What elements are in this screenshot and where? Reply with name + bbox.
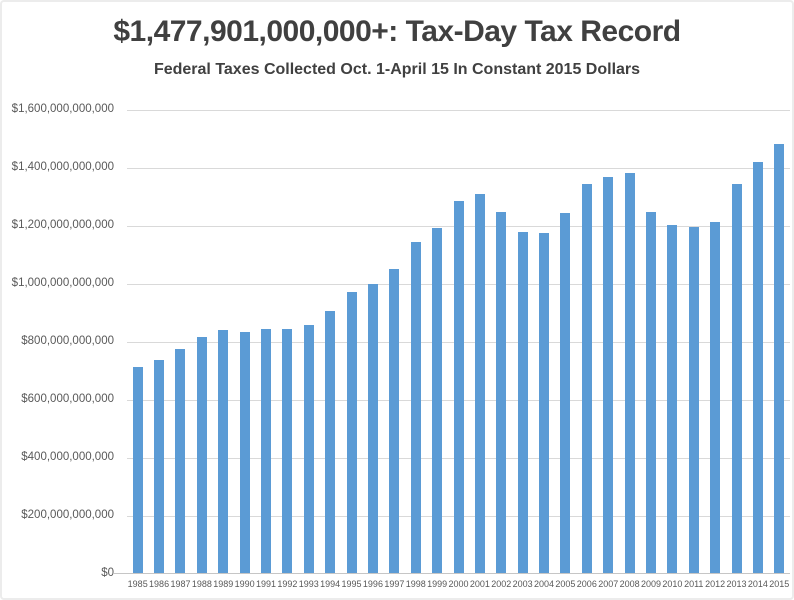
bar-1987 (175, 349, 186, 573)
bar-2003 (517, 232, 528, 573)
bar-1997 (389, 269, 400, 573)
bar-2002 (496, 212, 507, 573)
y-tick-label: $800,000,000,000 (21, 335, 114, 347)
bar-2015 (774, 144, 785, 573)
x-tick-label: 1992 (277, 579, 298, 589)
x-axis-line (114, 573, 790, 574)
bar-2014 (752, 162, 763, 573)
bar-1999 (432, 228, 443, 573)
bar-2009 (645, 212, 656, 573)
bar-2010 (667, 225, 678, 573)
x-tick-label: 2015 (769, 579, 790, 589)
x-tick-label: 1993 (298, 579, 319, 589)
x-tick-label: 2003 (512, 579, 533, 589)
y-tick-label: $400,000,000,000 (21, 451, 114, 463)
bar-1995 (346, 292, 357, 573)
x-tick-label: 1998 (405, 579, 426, 589)
bar-2001 (474, 194, 485, 573)
bar-1998 (410, 242, 421, 573)
bar-2004 (539, 233, 550, 573)
x-tick-label: 1995 (341, 579, 362, 589)
bar-1991 (261, 329, 272, 573)
y-tick-label: $1,200,000,000,000 (11, 219, 114, 231)
x-tick-label: 2009 (640, 579, 661, 589)
x-tick-label: 2002 (491, 579, 512, 589)
bar-2000 (453, 201, 464, 573)
bar-1988 (196, 337, 207, 573)
plot-area (114, 109, 790, 574)
x-tick-label: 2008 (619, 579, 640, 589)
gridline (127, 167, 790, 169)
x-tick-label: 2011 (684, 579, 704, 589)
x-tick-label: 1991 (255, 579, 277, 589)
bar-1989 (218, 330, 229, 573)
bar-2013 (731, 184, 742, 573)
x-tick-label: 2013 (726, 579, 747, 589)
bar-2005 (560, 213, 571, 573)
chart-title: $1,477,901,000,000+: Tax-Day Tax Record (113, 15, 681, 48)
x-tick-label: 2007 (598, 579, 619, 589)
bar-1990 (239, 332, 250, 573)
x-tick-label: 2010 (662, 579, 683, 589)
bar-2011 (688, 227, 699, 573)
y-tick-label: $1,400,000,000,000 (11, 161, 114, 173)
y-tick-label: $200,000,000,000 (21, 509, 114, 521)
bar-1985 (132, 367, 143, 573)
x-axis: 1985 1986 1987 1988 1989 1990 1991 1992 1993 1994… (127, 579, 790, 593)
x-tick-label: 1990 (234, 579, 255, 589)
y-tick-label: $1,000,000,000,000 (11, 277, 114, 289)
x-tick-label: 2004 (534, 579, 555, 589)
bar-2008 (624, 173, 635, 573)
bar-2007 (603, 177, 614, 573)
y-tick-label: $1,600,000,000,000 (11, 103, 114, 115)
x-tick-label: 1989 (213, 579, 234, 589)
bar-2012 (710, 222, 721, 573)
bar-1986 (154, 360, 165, 573)
x-tick-label: 1994 (320, 579, 341, 589)
x-tick-label: 2005 (555, 579, 576, 589)
chart-subtitle: Federal Taxes Collected Oct. 1-April 15 … (153, 61, 641, 78)
bar-1994 (325, 311, 336, 573)
x-tick-label: 1988 (191, 579, 212, 589)
x-tick-label: 1987 (170, 579, 191, 589)
x-tick-label: 1999 (427, 579, 448, 589)
bar-1993 (303, 325, 314, 573)
bar-2006 (581, 184, 592, 573)
x-tick-label: 1996 (362, 579, 383, 589)
x-tick-label: 2000 (448, 579, 469, 589)
x-tick-label: 1986 (149, 579, 170, 589)
bar-1992 (282, 329, 293, 573)
x-tick-label: 2001 (469, 579, 490, 589)
bar-1996 (367, 284, 378, 573)
x-tick-label: 1997 (384, 579, 405, 589)
y-axis: $0 $200,000,000,000 $400,000,000,000 $600,0… (2, 103, 114, 579)
x-tick-label: 1985 (127, 579, 148, 589)
x-tick-label: 2014 (747, 579, 768, 589)
y-tick-label: $600,000,000,000 (21, 393, 114, 405)
x-tick-label: 2012 (705, 579, 726, 589)
x-tick-label: 2006 (576, 579, 597, 589)
gridline (127, 109, 790, 111)
y-tick-label: $0 (101, 567, 114, 579)
